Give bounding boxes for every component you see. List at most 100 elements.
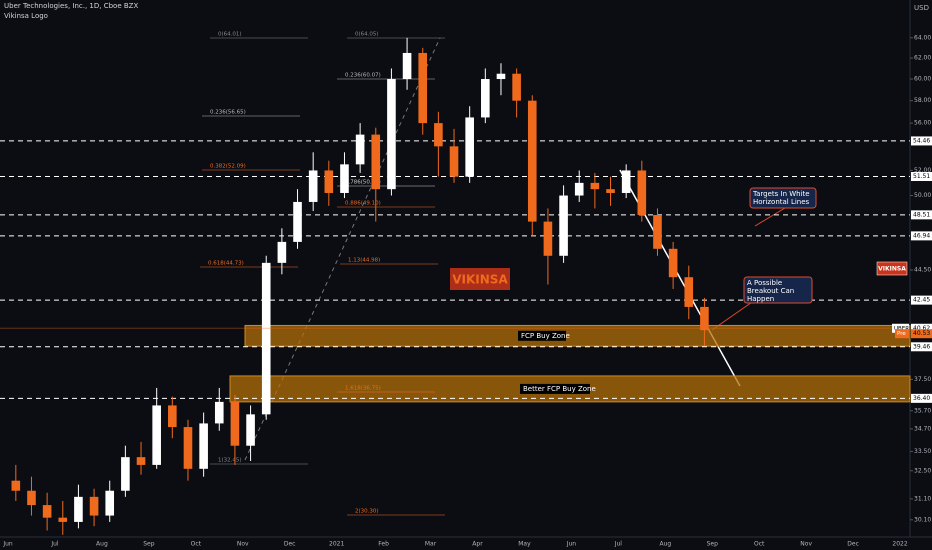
candle-body <box>11 480 21 491</box>
candle-body <box>261 262 271 415</box>
x-tick-label: Oct <box>191 541 202 548</box>
x-tick-label: Nov <box>800 541 812 548</box>
candle-body <box>621 170 631 193</box>
y-tick-label: 50.00 <box>914 192 931 199</box>
candle-body <box>637 170 647 215</box>
symbol-tag: UBER <box>894 326 909 332</box>
y-tick-label: 62.00 <box>914 55 931 62</box>
y-tick-label: 52.00 <box>914 167 931 174</box>
candle-body <box>324 170 334 193</box>
x-tick-label: Apr <box>472 541 483 548</box>
candle-body <box>277 241 287 263</box>
candle-body <box>42 505 52 518</box>
annotation-text: Targets In White Horizontal Lines <box>753 190 810 206</box>
level-label-bg <box>911 295 932 305</box>
fib-label: 0(64.05) <box>355 32 379 38</box>
x-tick-label: Jul <box>50 541 59 548</box>
y-tick-label: 35.70 <box>914 407 931 414</box>
candle-body <box>684 277 694 307</box>
x-tick-label: 2021 <box>329 541 344 548</box>
candle-body <box>434 123 443 147</box>
badge-bg <box>876 261 908 276</box>
symbol-tag-bg <box>892 323 909 333</box>
candle-body <box>574 182 584 196</box>
x-tick-label: Feb <box>378 541 389 548</box>
candle-body <box>152 405 161 465</box>
y-tick-label: 37.50 <box>914 376 931 383</box>
level-label: 36.40 <box>913 395 930 402</box>
x-tick-label: Jun <box>566 541 577 548</box>
candle-body <box>58 517 68 522</box>
x-tick-label: Jul <box>614 541 623 548</box>
watermark-bg <box>450 268 510 290</box>
fib-label: 1.618(36.75) <box>345 386 381 392</box>
level-label: 54.46 <box>913 137 930 144</box>
y-tick-label: 58.00 <box>914 97 931 104</box>
candle-body <box>700 306 709 331</box>
y-tick-label: 31.10 <box>914 495 931 502</box>
x-tick-label: May <box>518 541 531 548</box>
zone-label-bg <box>518 330 566 341</box>
x-tick-label: Oct <box>754 541 765 548</box>
x-tick-label: Aug <box>659 541 671 548</box>
level-label: 51.51 <box>913 173 930 180</box>
fib-label: 0.786(50.79) <box>345 180 381 186</box>
x-tick-label: Mar <box>425 541 437 548</box>
level-label-bg <box>911 342 932 352</box>
x-tick-label: Aug <box>96 541 108 548</box>
price-tag-bg <box>911 323 932 333</box>
pre-tag-bg <box>911 329 932 339</box>
pre-label-bg <box>895 329 909 339</box>
candle-body <box>668 248 678 278</box>
y-tick-label: 32.50 <box>914 467 931 474</box>
x-tick-label: Jun <box>2 541 13 548</box>
candle-body <box>136 457 146 465</box>
pre-label: Pre <box>897 331 906 337</box>
currency: USD <box>914 4 929 12</box>
candle-body <box>496 73 506 80</box>
pre-price-tag: 40.53 <box>913 330 930 337</box>
candle-body <box>121 457 130 491</box>
candle-body <box>293 201 302 242</box>
candle-body <box>590 182 600 190</box>
candle-body <box>465 117 474 177</box>
price-tag: 40.62 <box>913 325 930 332</box>
candle-body <box>105 490 115 516</box>
buy-zone <box>244 324 911 347</box>
fib-label: 2(30.30) <box>355 509 379 515</box>
y-tick-label: 56.00 <box>914 120 931 127</box>
fib-label: 0.236(60.07) <box>345 73 381 79</box>
level-label-bg <box>911 210 932 220</box>
level-label: 48.51 <box>913 211 930 218</box>
y-tick-label: 64.00 <box>914 34 931 41</box>
fib-label: 0.886(49.10) <box>345 201 381 207</box>
fib-label: 0(64.01) <box>218 32 242 38</box>
level-label-bg <box>911 136 932 146</box>
zone-label-bg <box>520 383 590 394</box>
candle-body <box>543 221 553 256</box>
x-tick-label: Sep <box>707 541 719 548</box>
indicator-name: Vikinsa Logo <box>4 12 48 20</box>
candle-body <box>606 189 615 193</box>
chart-title: Uber Technologies, Inc., 1D, Cboe BZX <box>4 2 138 10</box>
annotation: Targets In White Horizontal Lines <box>753 190 810 206</box>
candle-body <box>199 423 208 469</box>
candle-body <box>74 496 83 522</box>
x-tick-label: Nov <box>237 541 249 548</box>
level-label: 46.94 <box>913 232 930 239</box>
candle-body <box>653 214 662 249</box>
candle-body <box>371 134 381 190</box>
candle-body <box>527 100 537 222</box>
candle-body <box>183 427 193 469</box>
level-label: 39.46 <box>913 343 930 350</box>
y-tick-label: 44.50 <box>914 266 931 273</box>
candle-body <box>355 134 365 165</box>
level-label-bg <box>911 231 932 241</box>
badge: VIKINSA <box>878 266 906 273</box>
candle-body <box>168 405 177 428</box>
candle-body <box>402 52 412 80</box>
y-tick-label: 30.10 <box>914 516 931 523</box>
y-tick-label: 60.00 <box>914 76 931 83</box>
fib-label: 1(32.45) <box>218 458 242 464</box>
